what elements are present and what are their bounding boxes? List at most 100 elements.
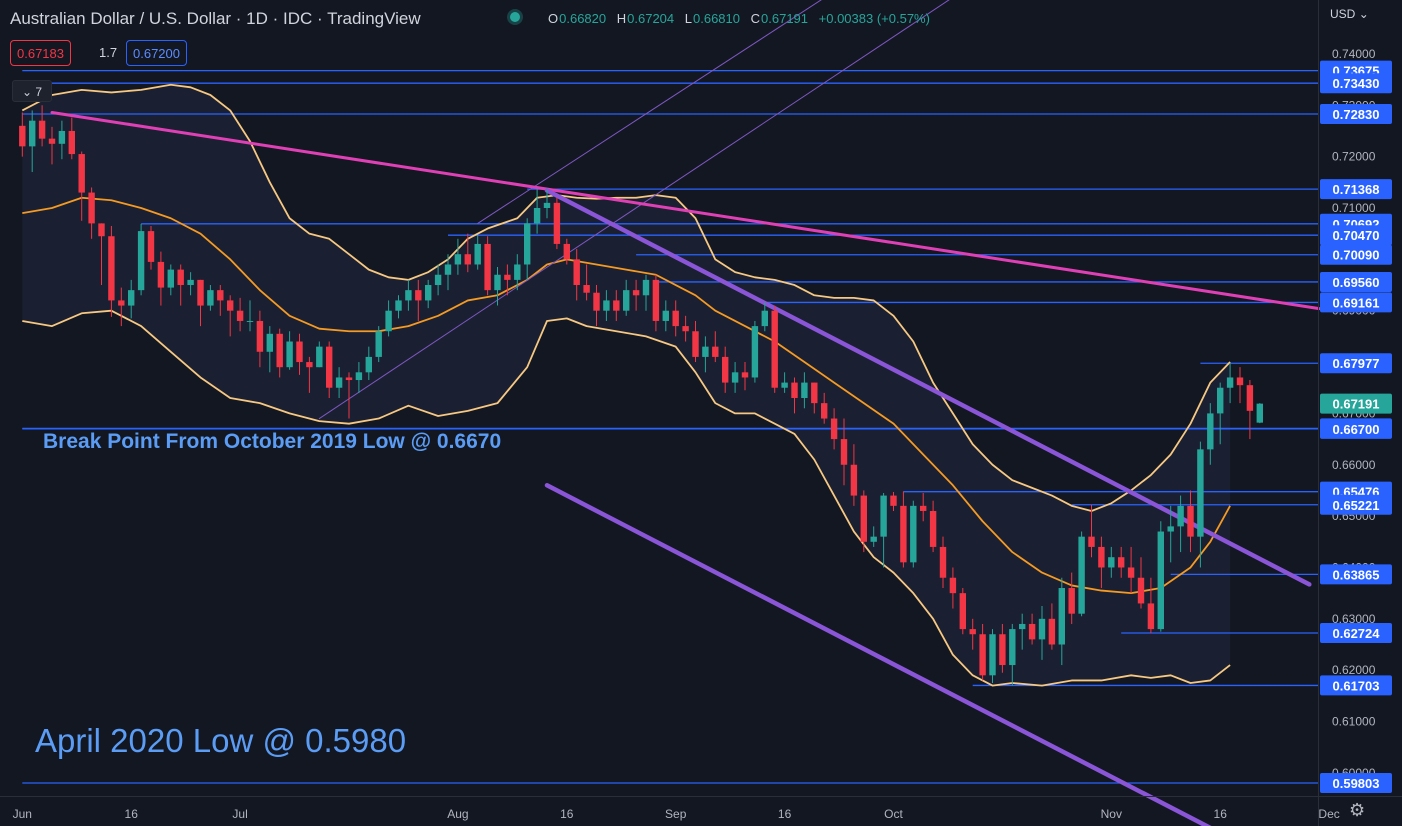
candle-body <box>1038 618 1046 640</box>
candle-body <box>78 154 85 193</box>
level-price-tag <box>1320 564 1392 585</box>
time-axis[interactable]: Jun 16 Jul Aug 16 Sep 16 Oct Nov 16 Dec <box>13 807 1340 821</box>
candle-body <box>1108 557 1115 568</box>
y-tick-label: 0.66000 <box>1332 458 1376 472</box>
candle-body <box>801 382 808 398</box>
candle-body <box>1197 449 1204 537</box>
annotations: Break Point From October 2019 Low @ 0.66… <box>35 430 501 759</box>
pitchfork-line-upper <box>477 0 822 224</box>
sell-button[interactable]: 0.67183 <box>10 40 71 66</box>
candle-body <box>137 231 145 291</box>
candle-body <box>335 377 343 388</box>
candle-body <box>296 341 303 363</box>
candle-body <box>1058 588 1065 645</box>
candle-body <box>850 464 858 496</box>
candle-body <box>712 346 719 357</box>
candle-body <box>642 279 650 296</box>
level-price-tag <box>1320 225 1392 246</box>
level-price-label: 0.65221 <box>1333 498 1380 513</box>
candle-body <box>1118 557 1125 568</box>
candle-body <box>632 290 640 296</box>
break-point-annotation: Break Point From October 2019 Low @ 0.66… <box>43 430 501 453</box>
candle-body <box>464 254 471 265</box>
candle-body <box>187 279 194 286</box>
candle-body <box>504 274 511 280</box>
candle-body <box>355 372 363 381</box>
candle-body <box>1019 623 1026 630</box>
x-tick-label: 16 <box>1214 807 1228 821</box>
level-price-label: 0.59803 <box>1333 776 1380 791</box>
candle-body <box>662 310 669 321</box>
candle-body <box>197 279 204 306</box>
candle-body <box>524 223 531 265</box>
candle-body <box>652 279 660 321</box>
close-value: 0.67191 <box>761 11 809 26</box>
candle-body <box>989 634 996 676</box>
change-value: +0.00383 (+0.57%) <box>818 11 930 26</box>
time-axis-separator <box>0 796 1402 797</box>
y-tick-label: 0.63000 <box>1332 612 1376 626</box>
x-tick-label: Jun <box>13 807 32 821</box>
candle-body <box>236 310 244 321</box>
indicators-toggle-button[interactable]: ⌄ 7 <box>12 80 52 102</box>
price-axis-separator <box>1318 0 1319 826</box>
april-low-annotation: April 2020 Low @ 0.5980 <box>35 722 406 759</box>
candle-body <box>474 243 481 265</box>
level-price-tag <box>1320 675 1392 696</box>
gear-icon[interactable]: ⚙ <box>1349 800 1366 820</box>
candle-body <box>29 120 36 147</box>
level-price-tag <box>1320 104 1392 125</box>
candle-body <box>761 310 768 327</box>
candle-body <box>1137 577 1145 604</box>
candle-body <box>444 264 452 275</box>
candle-body <box>682 326 689 332</box>
channel-lower-line <box>544 483 1212 826</box>
candle-body <box>256 320 264 352</box>
candles <box>19 105 1263 686</box>
candle-body <box>1088 536 1095 547</box>
open-value: 0.66820 <box>559 11 607 26</box>
level-price-tag <box>1320 244 1392 265</box>
candle-body <box>553 202 561 244</box>
candle-body <box>563 243 570 260</box>
candle-body <box>128 290 135 306</box>
drawing-lines <box>50 0 1321 826</box>
candle-body <box>811 382 818 404</box>
y-tick-label: 0.71000 <box>1332 201 1376 215</box>
high-value: 0.67204 <box>627 11 675 26</box>
candle-body <box>969 629 976 635</box>
candle-body <box>979 634 986 676</box>
candle-body <box>821 403 828 419</box>
candle-body <box>326 346 333 388</box>
level-price-label: 0.70470 <box>1333 228 1380 243</box>
symbol-title[interactable]: Australian Dollar / U.S. Dollar · 1D · I… <box>10 9 421 28</box>
candle-body <box>890 495 897 506</box>
candle-body <box>454 254 462 265</box>
buy-button[interactable]: 0.67200 <box>126 40 187 66</box>
indicators-count: 7 <box>35 85 43 99</box>
level-price-label: 0.67977 <box>1333 356 1380 371</box>
candle-body <box>167 269 174 288</box>
candle-body <box>365 356 372 373</box>
bollinger-fill <box>22 84 1231 686</box>
level-price-label: 0.70090 <box>1333 248 1380 263</box>
level-price-tag <box>1320 271 1392 292</box>
level-price-label: 0.63865 <box>1333 567 1380 582</box>
ohlc-legend: O0.66820 H0.67204 L0.66810 C0.67191 +0.0… <box>548 11 937 26</box>
candle-body <box>434 274 442 286</box>
level-price-label: 0.73430 <box>1333 76 1380 91</box>
level-price-label: 0.69560 <box>1333 275 1380 290</box>
currency-selector[interactable]: USD ⌄ <box>1330 7 1369 21</box>
x-tick-label: Dec <box>1318 807 1339 821</box>
x-tick-label: Jul <box>232 807 247 821</box>
chevron-down-icon: ⌄ <box>1358 7 1369 21</box>
horizontal-levels <box>22 69 1318 784</box>
candle-body <box>316 346 323 368</box>
candle-body <box>1207 413 1214 450</box>
candle-body <box>1226 377 1234 388</box>
candle-body <box>514 264 521 280</box>
candle-body <box>1147 603 1155 630</box>
price-axis[interactable]: 0.740000.730000.720000.710000.700000.690… <box>1320 47 1392 794</box>
candle-body <box>583 285 590 293</box>
